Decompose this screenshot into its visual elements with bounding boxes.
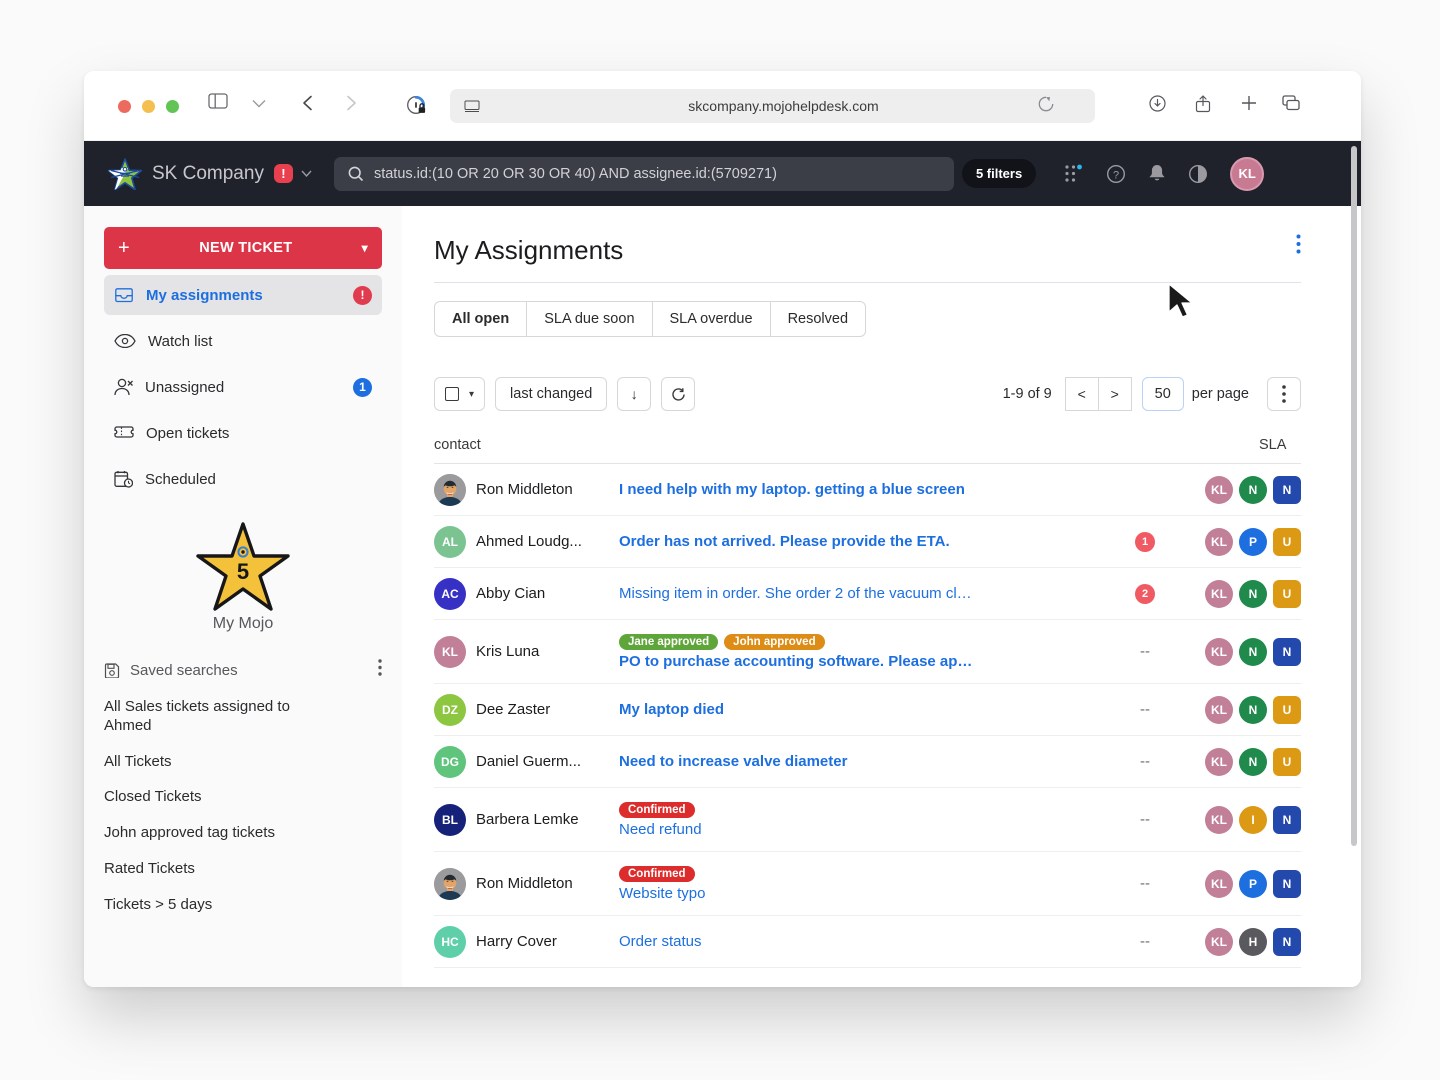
svg-text:?: ? (1113, 169, 1119, 181)
svg-text:5: 5 (237, 559, 249, 584)
